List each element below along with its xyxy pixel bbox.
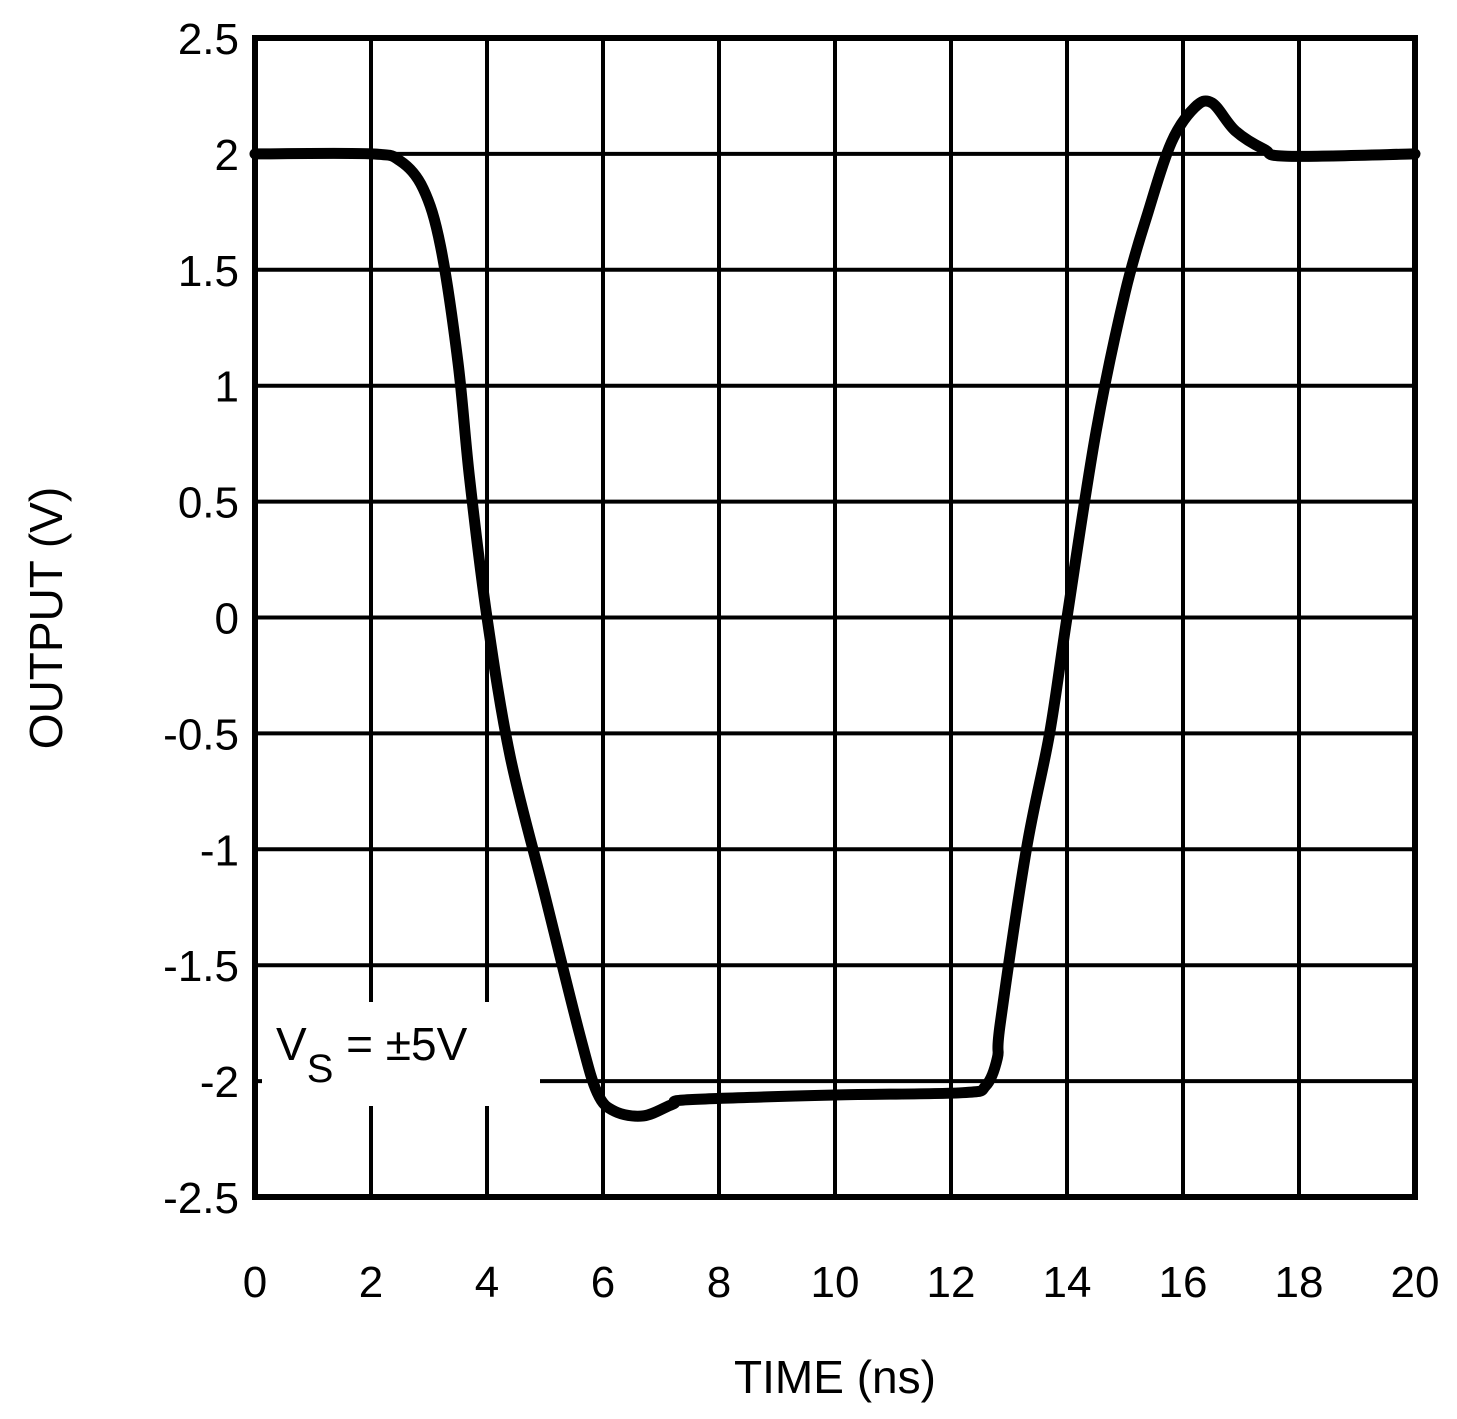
output-voltage-curve — [249, 95, 1421, 1122]
y-axis-ticks: 2.5 2 1.5 1 0.5 0 -0.5 -1 -1.5 -2 -2.5 — [163, 15, 239, 1223]
supply-voltage-annotation: VS = ±5V — [276, 1018, 468, 1091]
y-tick-label: 1.5 — [178, 247, 239, 296]
y-axis-label: OUTPUT (V) — [20, 487, 72, 749]
x-tick-label: 14 — [1043, 1258, 1092, 1307]
x-tick-label: 6 — [591, 1258, 615, 1307]
y-tick-label: 0 — [215, 595, 239, 644]
plot-frame — [252, 35, 1418, 1200]
x-tick-label: 8 — [707, 1258, 731, 1307]
annotation-background — [262, 1002, 540, 1106]
plot-series — [249, 95, 1421, 1122]
x-tick-label: 16 — [1159, 1258, 1208, 1307]
x-tick-label: 10 — [811, 1258, 860, 1307]
x-tick-label: 18 — [1275, 1258, 1324, 1307]
y-tick-label: -2.5 — [163, 1174, 239, 1223]
x-tick-label: 2 — [359, 1258, 383, 1307]
y-tick-label: -0.5 — [163, 710, 239, 759]
x-tick-label: 4 — [475, 1258, 499, 1307]
y-tick-label: -1.5 — [163, 942, 239, 991]
y-tick-label: 0.5 — [178, 479, 239, 528]
y-tick-label: -2 — [200, 1058, 239, 1107]
x-tick-label: 0 — [243, 1258, 267, 1307]
y-tick-label: -1 — [200, 826, 239, 875]
x-axis-label: TIME (ns) — [734, 1351, 936, 1403]
x-axis-ticks: 0 2 4 6 8 10 12 14 16 18 20 — [243, 1258, 1440, 1307]
x-tick-label: 20 — [1391, 1258, 1440, 1307]
x-tick-label: 12 — [927, 1258, 976, 1307]
y-tick-label: 2 — [215, 131, 239, 180]
y-tick-label: 2.5 — [178, 15, 239, 64]
y-tick-label: 1 — [215, 363, 239, 412]
